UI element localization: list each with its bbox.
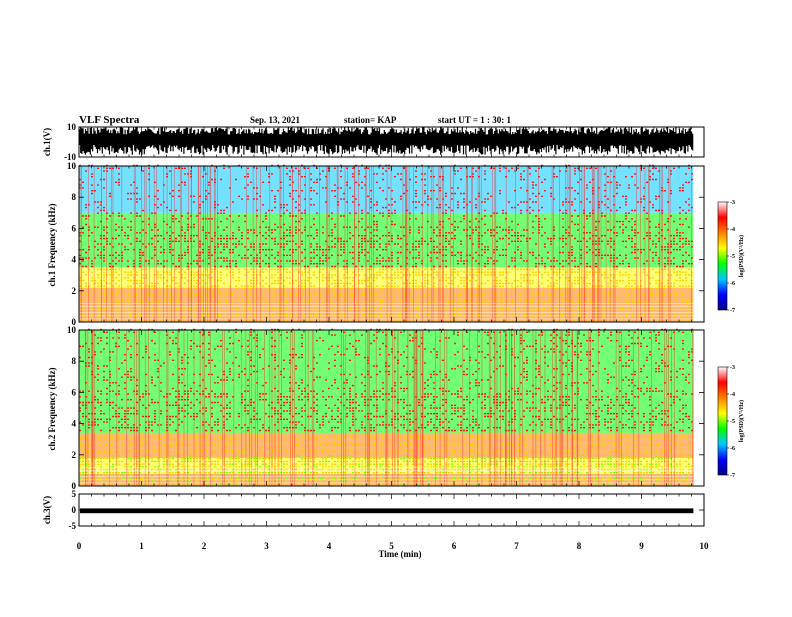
ch1-spectrogram-tick-10: 10 (67, 161, 77, 171)
ch3-waveform-tick-5: 5 (72, 489, 77, 499)
time-tick-8: 8 (577, 541, 582, 551)
ch2-spectrogram-band-2 (79, 432, 694, 458)
ch2-spectrogram-tone-lines (79, 467, 694, 484)
ch1-spectrogram-speckle (79, 164, 693, 268)
ch1-spectrogram-impulse-streaks (80, 166, 692, 322)
ch2-spectrogram-tick-10: 10 (67, 325, 77, 335)
ch1-spectrogram-tone-lines (79, 303, 694, 320)
ch2-colorbar: -3 -4 -5 -6 -7 log(PSD)(V²/Hz) (717, 365, 745, 479)
station-label: station= KAP (344, 115, 397, 125)
date-label: Sep. 13, 2021 (250, 115, 301, 125)
ch2-spectrogram-ylabel: ch.2 Frequency (kHz) (47, 367, 57, 450)
ch2-spectrogram-band-1 (79, 457, 694, 474)
ch3-waveform-tick--5: -5 (69, 521, 77, 531)
ch2-colorbar-tick--4: -4 (730, 392, 735, 398)
figure-title: VLF Spectra (79, 114, 140, 126)
time-tick-1: 1 (139, 541, 144, 551)
ch2-spectrogram-tick-6: 6 (72, 387, 77, 397)
ch1-waveform-ylabel: ch.1(V) (42, 128, 52, 156)
ch1-colorbar: -3 -4 -5 -6 -7 log(PSD)(V²/Hz) (717, 200, 745, 314)
ch1-colorbar-tick--7: -7 (730, 308, 735, 314)
ch1-spectrogram-tick-0: 0 (72, 317, 77, 327)
ch1-spectrogram-tick-4: 4 (72, 255, 77, 265)
time-tick-3: 3 (264, 541, 269, 551)
ch2-colorbar-tick--7: -7 (730, 473, 735, 479)
ch1-spectrogram-ylabel: ch.1 Frequency (kHz) (47, 203, 57, 286)
ch1-waveform-tick-10: 10 (67, 122, 77, 132)
time-tick-6: 6 (452, 541, 457, 551)
ch1-spectrogram-tick-2: 2 (72, 286, 77, 296)
ch2-spectrogram-band-3 (79, 392, 694, 433)
ch2-colorbar-scale (717, 366, 728, 476)
ch1-colorbar-tick--4: -4 (730, 227, 735, 233)
ch2-colorbar-tick--3: -3 (730, 365, 735, 371)
time-tick-9: 9 (639, 541, 644, 551)
time-tick-0: 0 (77, 541, 82, 551)
ch1-colorbar-tick--6: -6 (730, 281, 735, 287)
ch2-spectrogram-band-4 (79, 330, 694, 393)
ch1-colorbar-label: log(PSD)(V²/Hz) (738, 235, 745, 277)
ch2-colorbar-tick--5: -5 (730, 419, 735, 425)
time-tick-2: 2 (202, 541, 207, 551)
ch1-waveform-trace (78, 127, 694, 155)
start-ut-label: start UT = 1 : 30: 1 (438, 115, 511, 125)
ch2-spectrogram-impulse-streaks (85, 330, 694, 486)
ch2-spectrogram-panel: 0 2 4 6 8 10 (67, 325, 705, 491)
ch3-waveform-tick-0: 0 (72, 505, 77, 515)
ch1-waveform-panel: 10 -10 (64, 122, 705, 162)
ch1-waveform-tick--10: -10 (64, 152, 76, 162)
ch1-colorbar-tick--3: -3 (730, 200, 735, 206)
time-tick-5: 5 (389, 541, 394, 551)
time-tick-4: 4 (327, 541, 332, 551)
ch3-waveform-ylabel: ch.3(V) (42, 496, 52, 524)
ch3-waveform-trace (80, 508, 694, 514)
time-axis-label: Time (min) (378, 549, 421, 559)
ch1-spectrogram-band-0 (79, 306, 694, 322)
ch2-spectrogram-tick-0: 0 (72, 481, 77, 491)
ch2-spectrogram-tick-8: 8 (72, 356, 77, 366)
ch1-colorbar-scale (717, 201, 728, 311)
ch1-colorbar-tick--5: -5 (730, 254, 735, 260)
ch3-waveform-panel: 5 0 -5 (69, 489, 705, 531)
ch1-spectrogram-panel: 0 2 4 6 8 10 (67, 161, 705, 327)
time-tick-10: 10 (700, 541, 710, 551)
ch1-spectrogram-tick-6: 6 (72, 223, 77, 233)
ch2-spectrogram-tick-4: 4 (72, 419, 77, 429)
ch2-spectrogram-tick-2: 2 (72, 450, 77, 460)
ch1-spectrogram-tick-8: 8 (72, 192, 77, 202)
ch2-colorbar-label: log(PSD)(V²/Hz) (738, 400, 745, 442)
ch2-colorbar-tick--6: -6 (730, 446, 735, 452)
time-axis: 0 1 2 3 4 5 6 7 8 9 10 (77, 541, 709, 551)
time-tick-7: 7 (514, 541, 519, 551)
